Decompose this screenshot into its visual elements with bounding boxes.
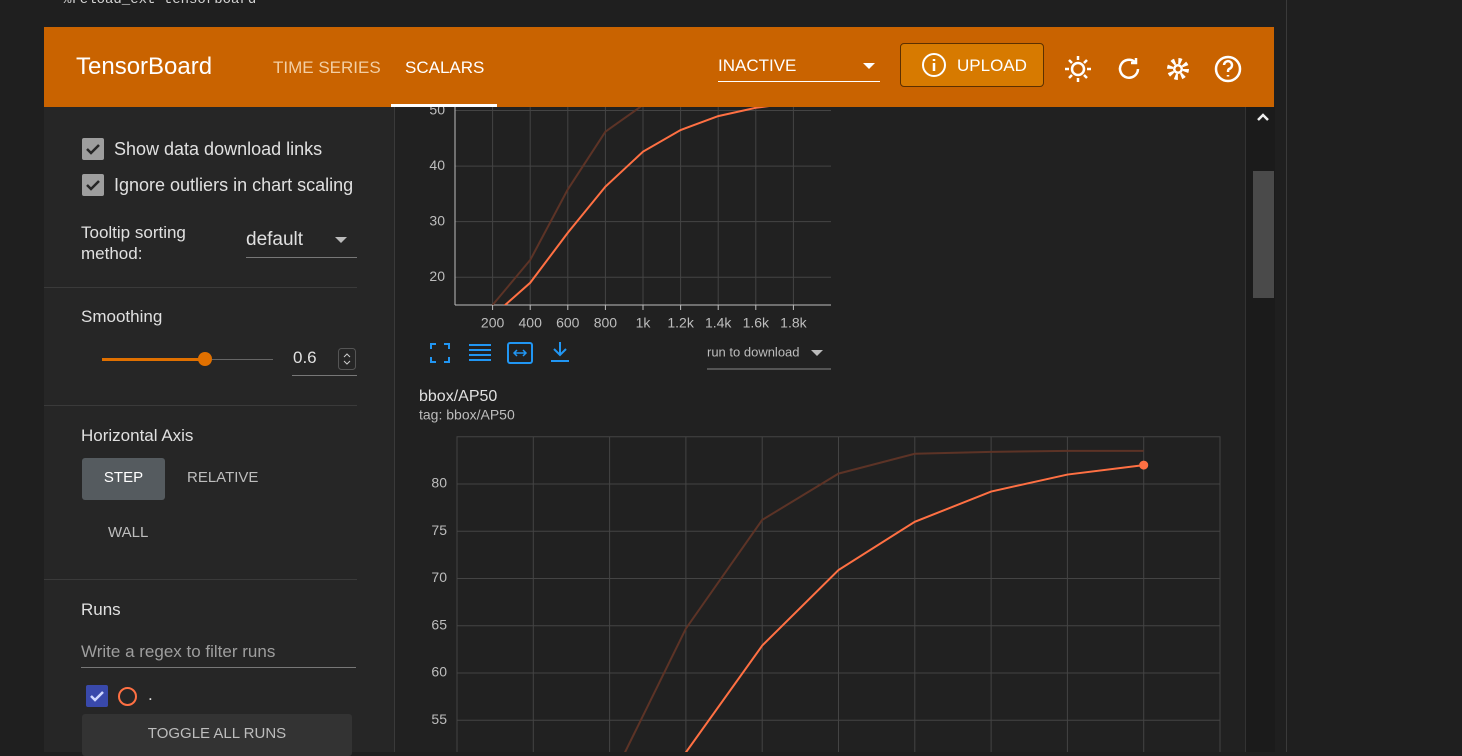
- tab-active[interactable]: SCALARS: [405, 58, 485, 77]
- app-title: TensorBoard: [76, 53, 213, 80]
- header: [44, 27, 1274, 107]
- chart1-toolbar: [430, 342, 569, 364]
- checkbox-label: Ignore outliers in chart scaling: [114, 175, 354, 195]
- notebook-code: %reload_ext tensorboard: [63, 0, 257, 8]
- log-scale-icon[interactable]: [469, 344, 491, 361]
- checkbox[interactable]: [82, 138, 104, 160]
- filter-input[interactable]: Write a regex to filter runs: [81, 642, 276, 661]
- chart-tag: tag: bbox/AP50: [419, 407, 515, 423]
- x-tick-label: 1.4k: [705, 315, 732, 331]
- y-tick-label: 40: [429, 157, 445, 173]
- run-color[interactable]: [118, 687, 137, 706]
- section-title: Runs: [81, 600, 121, 619]
- sidebar: [44, 107, 395, 752]
- y-tick-label: 30: [429, 212, 445, 228]
- axis-option[interactable]: WALL: [108, 524, 149, 541]
- y-tick-label: 75: [431, 522, 447, 538]
- y-tick-label: 70: [431, 569, 447, 585]
- scrollbar-thumb[interactable]: [1253, 171, 1274, 298]
- y-tick-label: 60: [431, 664, 447, 680]
- select-arrow: [335, 237, 347, 243]
- last-point: [1139, 460, 1149, 470]
- run-name: .: [148, 685, 153, 704]
- select-underline: [718, 81, 880, 82]
- theme-icon[interactable]: [1065, 56, 1091, 82]
- x-tick-label: 1.6k: [743, 315, 770, 331]
- cell-border: [1286, 0, 1287, 752]
- slider-thumb[interactable]: [197, 352, 212, 366]
- y-tick-label: 80: [431, 475, 447, 491]
- tab[interactable]: TIME SERIES: [273, 58, 381, 77]
- tooltip-select[interactable]: default: [246, 229, 304, 250]
- chart-title: bbox/AP50: [419, 388, 497, 405]
- y-tick-label: 20: [429, 268, 445, 284]
- slider-fill: [102, 358, 205, 361]
- series-line: [491, 107, 642, 305]
- header-icons: [1065, 55, 1242, 83]
- fit-icon[interactable]: [507, 342, 533, 364]
- input-underline: [81, 667, 356, 668]
- x-tick-label: 1.8k: [780, 315, 807, 331]
- select-arrow: [863, 63, 875, 69]
- select-underline: [246, 257, 357, 258]
- divider: [44, 287, 357, 288]
- select-arrow: [811, 350, 823, 356]
- download-icon[interactable]: [551, 342, 569, 362]
- y-tick-label: 65: [431, 616, 447, 632]
- input-underline: [292, 375, 357, 376]
- x-tick-label: 600: [556, 315, 580, 331]
- x-tick-label: 400: [519, 315, 543, 331]
- y-tick-label: 55: [431, 711, 447, 727]
- scroll-up[interactable]: [1255, 110, 1271, 124]
- toggle-button[interactable]: [82, 714, 352, 756]
- fullscreen-icon[interactable]: [430, 343, 450, 363]
- spinner[interactable]: [338, 348, 356, 370]
- tooltip-label: Tooltip sorting method:: [81, 223, 186, 263]
- x-tick-label: 200: [481, 315, 505, 331]
- settings-icon[interactable]: [1167, 58, 1189, 80]
- series-line: [624, 449, 1144, 752]
- smoothing-value[interactable]: 0.6: [293, 348, 317, 367]
- x-tick-label: 1.2k: [667, 315, 694, 331]
- x-tick-label: 1k: [636, 315, 652, 331]
- section-title: Smoothing: [81, 307, 163, 326]
- section-title: Horizontal Axis: [81, 426, 194, 445]
- run-status-select[interactable]: INACTIVE: [718, 56, 797, 75]
- divider: [44, 579, 357, 580]
- checkbox-label: Show data download links: [114, 139, 323, 159]
- divider: [44, 405, 357, 406]
- series-line: [684, 464, 1144, 752]
- toggle-label[interactable]: TOGGLE ALL RUNS: [147, 725, 287, 742]
- checkbox[interactable]: [82, 174, 104, 196]
- help-icon[interactable]: [1214, 55, 1242, 83]
- tab-indicator: [391, 104, 497, 107]
- axis-option[interactable]: STEP: [103, 469, 144, 486]
- info-icon: [922, 53, 946, 77]
- axis-button-selected[interactable]: [82, 458, 165, 500]
- reload-icon[interactable]: [1118, 58, 1140, 79]
- upload-label[interactable]: UPLOAD: [957, 56, 1027, 75]
- download-select[interactable]: run to download: [707, 344, 800, 359]
- x-tick-label: 800: [594, 315, 618, 331]
- axis-option[interactable]: RELATIVE: [187, 469, 259, 486]
- series-line: [503, 107, 770, 305]
- run-checkbox[interactable]: [86, 685, 108, 707]
- fit-arrows: [512, 349, 528, 357]
